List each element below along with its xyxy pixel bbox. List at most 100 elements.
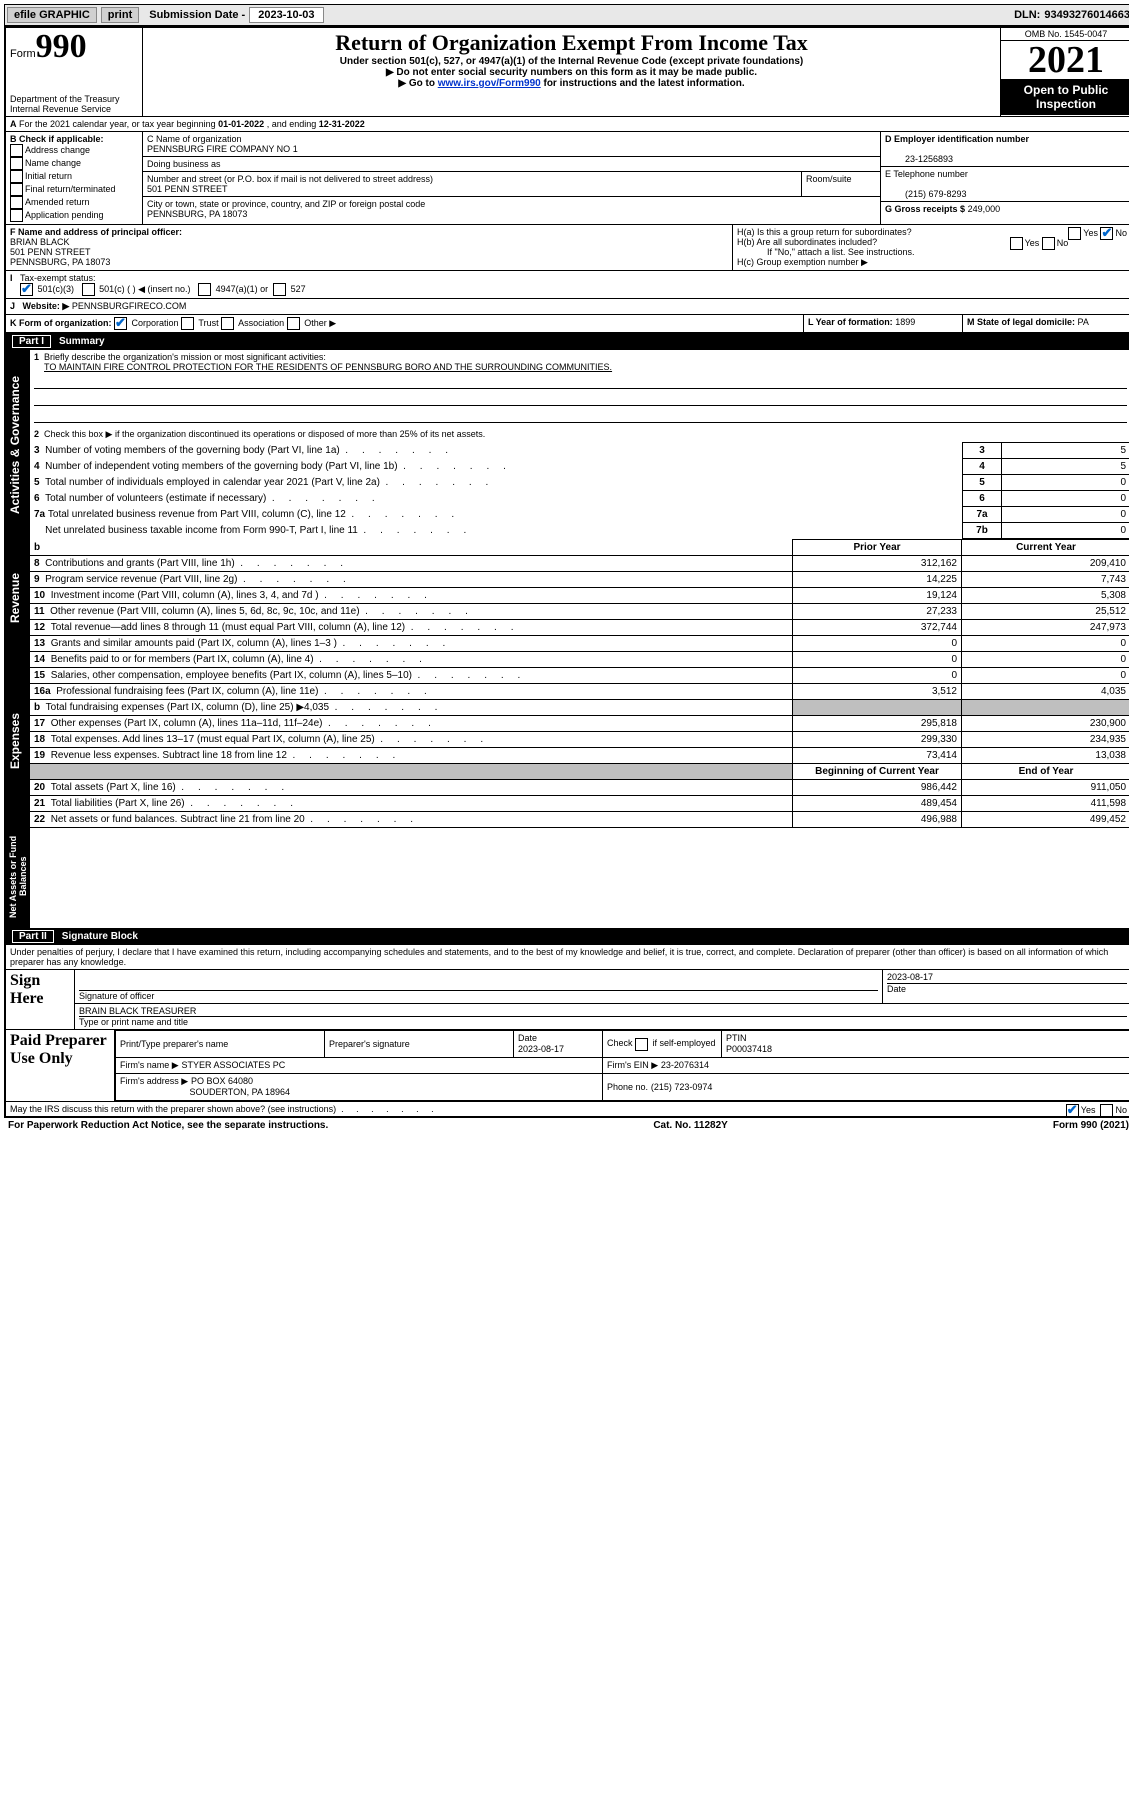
- l7b-text: Net unrelated business taxable income fr…: [45, 525, 466, 536]
- may-yes[interactable]: [1066, 1104, 1079, 1117]
- year-formation: 1899: [895, 317, 915, 327]
- submission-date-label: Submission Date -: [149, 9, 245, 21]
- check-501c3[interactable]: [20, 283, 33, 296]
- net-row-20-label: 20 Total assets (Part X, line 16): [30, 780, 793, 796]
- sig-date-cell: 2023-08-17 Date: [883, 970, 1129, 1003]
- fin-hdr-blank: b: [30, 540, 793, 556]
- opt-4947: 4947(a)(1) or: [216, 284, 269, 294]
- h-b-no[interactable]: [1042, 237, 1055, 250]
- check-amended-return[interactable]: [10, 196, 23, 209]
- tax-year-end: 12-31-2022: [319, 119, 365, 129]
- fin-row-11-current: 25,512: [962, 604, 1129, 620]
- box-c-dba: Doing business as: [143, 157, 880, 172]
- fin-row-13-current: 0: [962, 636, 1129, 652]
- fin-row-9-current: 7,743: [962, 572, 1129, 588]
- fin-row-14-current: 0: [962, 652, 1129, 668]
- efile-label: efile GRAPHIC: [7, 7, 97, 23]
- box-c-address: Number and street (or P.O. box if mail i…: [143, 172, 802, 196]
- fin-row-8-prior: 312,162: [793, 556, 962, 572]
- fin-row-b-label: b Total fundraising expenses (Part IX, c…: [30, 700, 793, 716]
- opt-501c3: 501(c)(3): [38, 284, 75, 294]
- officer-addr2: PENNSBURG, PA 18073: [10, 257, 110, 267]
- box-m-label: M State of legal domicile:: [967, 317, 1075, 327]
- print-button[interactable]: print: [101, 7, 139, 23]
- declaration: Under penalties of perjury, I declare th…: [6, 945, 1129, 970]
- check-assoc[interactable]: [221, 317, 234, 330]
- opt-final-return: Final return/terminated: [25, 184, 116, 194]
- box-b-label: B Check if applicable:: [10, 134, 104, 144]
- check-application-pending[interactable]: [10, 209, 23, 222]
- officer-name-value: BRAIN BLACK TREASURER: [79, 1006, 1127, 1017]
- fin-row-16a-prior: 3,512: [793, 684, 962, 700]
- phone-label: Phone no.: [607, 1082, 648, 1092]
- check-address-change[interactable]: [10, 144, 23, 157]
- check-501c[interactable]: [82, 283, 95, 296]
- check-name-change[interactable]: [10, 157, 23, 170]
- may-no[interactable]: [1100, 1104, 1113, 1117]
- form-subtitle-1: Under section 501(c), 527, or 4947(a)(1)…: [147, 56, 996, 67]
- check-final-return[interactable]: [10, 183, 23, 196]
- check-initial-return[interactable]: [10, 170, 23, 183]
- check-4947[interactable]: [198, 283, 211, 296]
- city-label: City or town, state or province, country…: [147, 199, 425, 209]
- tab-revenue: Revenue: [6, 539, 30, 657]
- fin-row-15-prior: 0: [793, 668, 962, 684]
- h-c-label: H(c) Group exemption number ▶: [737, 257, 1127, 268]
- firm-ein: 23-2076314: [661, 1060, 709, 1070]
- l6-text: Total number of volunteers (estimate if …: [45, 493, 375, 504]
- dept-treasury: Department of the Treasury Internal Reve…: [10, 94, 138, 114]
- box-e-label: E Telephone number: [885, 169, 968, 179]
- box-j: J Website: ▶ PENNSBURGFIRECO.COM: [6, 299, 1129, 315]
- box-m: M State of legal domicile: PA: [963, 315, 1129, 332]
- fin-row-17-prior: 295,818: [793, 716, 962, 732]
- val-7a: 0: [1002, 507, 1129, 523]
- fin-row-9-label: 9 Program service revenue (Part VIII, li…: [30, 572, 793, 588]
- org-city: PENNSBURG, PA 18073: [147, 209, 247, 219]
- type-name-label: Type or print name and title: [79, 1017, 188, 1027]
- state-domicile: PA: [1078, 317, 1089, 327]
- l5-text: Total number of individuals employed in …: [45, 477, 488, 488]
- val-7b: 0: [1002, 523, 1129, 539]
- check-other[interactable]: [287, 317, 300, 330]
- fin-row-14-label: 14 Benefits paid to or for members (Part…: [30, 652, 793, 668]
- fin-row-12-prior: 372,744: [793, 620, 962, 636]
- opt-501c: 501(c) ( ) ◀ (insert no.): [99, 284, 190, 294]
- fin-row-12-current: 247,973: [962, 620, 1129, 636]
- box-g-label: G Gross receipts $: [885, 204, 965, 214]
- may-no-label: No: [1115, 1105, 1127, 1115]
- check-corp[interactable]: [114, 317, 127, 330]
- fin-row-14-prior: 0: [793, 652, 962, 668]
- preparer-table: Print/Type preparer's name Preparer's si…: [115, 1030, 1129, 1101]
- topbar: efile GRAPHIC print Submission Date - 20…: [4, 4, 1129, 26]
- opt-address-change: Address change: [25, 145, 90, 155]
- fin-row-19-label: 19 Revenue less expenses. Subtract line …: [30, 748, 793, 764]
- fin-row-10-prior: 19,124: [793, 588, 962, 604]
- check-self-employed[interactable]: [635, 1038, 648, 1051]
- net-row-21-begin: 489,454: [793, 796, 962, 812]
- check-527[interactable]: [273, 283, 286, 296]
- h-a-no[interactable]: [1100, 227, 1113, 240]
- fin-row-b-current: [962, 700, 1129, 716]
- form-header: Form990 Department of the Treasury Inter…: [6, 28, 1129, 117]
- footer: For Paperwork Reduction Act Notice, see …: [4, 1118, 1129, 1133]
- fin-row-11-label: 11 Other revenue (Part VIII, column (A),…: [30, 604, 793, 620]
- box-d: D Employer identification number 23-1256…: [881, 132, 1129, 167]
- form-subtitle-3: ▶ Go to www.irs.gov/Form990 for instruct…: [147, 78, 996, 89]
- box-b: B Check if applicable: Address change Na…: [6, 132, 143, 224]
- opt-initial-return: Initial return: [25, 171, 72, 181]
- check-trust[interactable]: [181, 317, 194, 330]
- box-l: L Year of formation: 1899: [804, 315, 963, 332]
- sig-officer-cell: Signature of officer: [75, 970, 883, 1003]
- l4-text: Number of independent voting members of …: [45, 461, 506, 472]
- box-i: I Tax-exempt status: 501(c)(3) 501(c) ( …: [6, 271, 1129, 298]
- sig-date-label: Date: [887, 984, 906, 994]
- val-4: 5: [1002, 459, 1129, 475]
- net-row-22-label: 22 Net assets or fund balances. Subtract…: [30, 812, 793, 828]
- h-b-yes[interactable]: [1010, 237, 1023, 250]
- fin-row-19-prior: 73,414: [793, 748, 962, 764]
- irs-link[interactable]: www.irs.gov/Form990: [438, 78, 541, 89]
- form-designator: Form990: [10, 30, 138, 64]
- firm-addr-label: Firm's address ▶: [120, 1076, 188, 1086]
- l3-text: Number of voting members of the governin…: [45, 445, 448, 456]
- h-a-yes[interactable]: [1068, 227, 1081, 240]
